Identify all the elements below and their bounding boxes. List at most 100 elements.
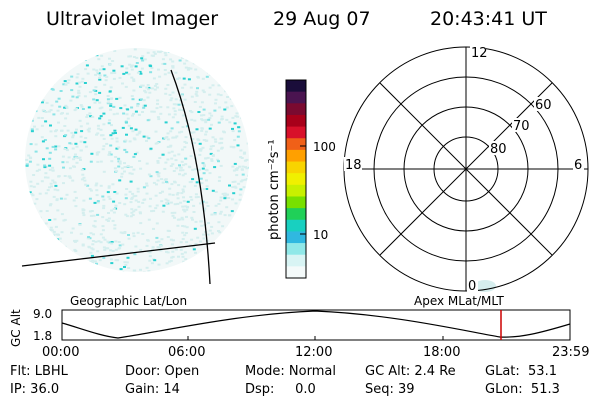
image-speckle [115,192,119,195]
image-speckle [134,65,138,68]
image-speckle [91,265,94,268]
image-speckle [190,111,194,114]
image-speckle [55,198,59,201]
image-speckle [118,179,122,182]
image-speckle [130,208,134,211]
image-speckle [198,153,202,156]
image-speckle [248,166,249,169]
image-speckle [92,224,96,227]
image-speckle [166,236,170,238]
image-speckle [91,248,95,251]
image-speckle [232,50,236,53]
image-speckle [226,193,229,196]
image-speckle [132,210,136,213]
image-speckle [99,233,103,236]
image-speckle [225,106,229,109]
image-speckle [184,258,188,261]
image-speckle [65,161,69,164]
colorbar-segment [286,184,306,198]
image-speckle [79,232,83,235]
image-speckle [47,85,51,88]
image-speckle [88,210,92,213]
image-speckle [81,173,85,176]
image-speckle [116,259,120,262]
image-speckle [163,73,167,76]
image-speckle [205,201,209,204]
image-speckle [50,254,54,257]
image-speckle [77,94,81,97]
image-speckle [245,167,249,170]
image-speckle [63,148,67,150]
image-speckle [164,54,168,57]
image-speckle [32,185,36,188]
image-speckle [195,94,199,97]
image-speckle [210,114,214,117]
image-speckle [231,116,235,119]
image-speckle [132,112,135,115]
image-speckle [46,176,50,179]
image-speckle [169,58,173,61]
image-speckle [183,146,187,149]
image-speckle [48,204,52,207]
image-speckle [84,137,88,139]
image-speckle [167,113,171,116]
image-speckle [167,151,171,154]
image-speckle [161,210,165,213]
image-speckle [94,93,98,96]
image-speckle [169,165,173,167]
label-bg [534,97,552,111]
image-speckle [189,86,193,89]
image-speckle [210,213,214,216]
image-speckle [49,124,52,127]
image-speckle [231,198,234,201]
image-speckle [217,160,220,163]
image-speckle [34,52,38,55]
image-speckle [132,56,136,58]
image-speckle [91,115,95,118]
image-speckle [40,180,44,183]
image-speckle [205,179,208,182]
image-speckle [101,148,105,151]
image-speckle [101,236,105,239]
image-speckle [150,87,154,90]
image-speckle [82,168,86,171]
image-speckle [49,203,53,206]
image-speckle [205,75,209,78]
image-speckle [201,77,205,80]
image-speckle [94,240,98,243]
image-speckle [143,104,147,107]
door-label: Door: Open [125,364,200,379]
image-speckle [56,209,60,212]
image-speckle [77,157,81,159]
image-speckle [230,263,234,266]
image-speckle [247,189,249,192]
image-speckle [33,202,37,205]
image-speckle [236,90,240,93]
image-speckle [128,190,132,193]
image-speckle [40,101,44,104]
image-speckle [225,206,229,209]
image-speckle [217,230,220,232]
altitude-y-tick: 9.0 [33,307,52,321]
image-speckle [104,268,108,271]
image-speckle [95,153,99,156]
image-speckle [134,245,138,248]
image-speckle [51,248,55,251]
image-speckle [155,83,159,85]
image-speckle [131,130,135,133]
image-speckle [204,121,208,124]
image-speckle [81,208,85,211]
image-speckle [63,125,67,127]
image-speckle [60,231,64,234]
image-speckle [145,182,149,185]
image-speckle [234,228,238,231]
image-speckle [231,127,234,130]
image-speckle [79,135,83,138]
image-speckle [156,160,160,162]
image-speckle [170,211,174,214]
image-speckle [156,173,160,176]
image-speckle [74,131,78,134]
image-speckle [247,174,249,177]
image-speckle [184,157,188,160]
image-speckle [181,148,184,151]
